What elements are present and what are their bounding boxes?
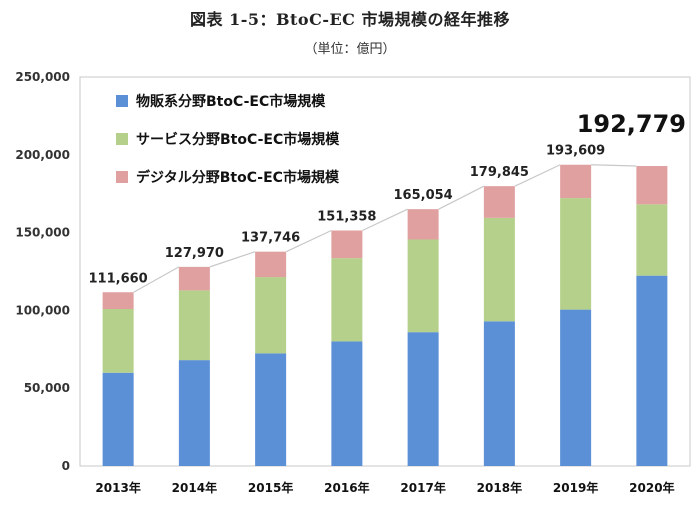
trend-connector-line: [133, 266, 180, 293]
bar-total-label: 151,358: [317, 209, 376, 224]
bar-segment: [178, 290, 210, 361]
bar-segment: [636, 204, 668, 276]
x-tick-label: 2015年: [248, 480, 293, 495]
bar-total-label: 179,845: [470, 165, 529, 180]
trend-connector-line: [591, 164, 637, 167]
bar-segment: [407, 239, 439, 333]
bar-segment: [178, 266, 210, 291]
legend-label: サービス分野BtoC-EC市場規模: [136, 131, 340, 148]
trend-connector-line: [362, 208, 408, 232]
x-tick-label: 2013年: [95, 480, 140, 495]
x-tick-label: 2016年: [324, 480, 369, 495]
trend-connector-line: [285, 229, 332, 253]
bar-segment: [636, 275, 668, 466]
y-tick-label: 150,000: [15, 226, 70, 240]
bar-segment: [102, 292, 134, 309]
y-tick-label: 0: [62, 459, 70, 473]
bar-segment: [560, 164, 592, 199]
plot-area-border: [79, 76, 691, 467]
bar-segment: [102, 308, 134, 373]
bar-segment: [483, 186, 515, 218]
y-tick-label: 100,000: [15, 303, 70, 317]
chart-subtitle: （単位：億円）: [304, 42, 396, 57]
highlight-total-label: 192,779: [577, 110, 686, 138]
bar-segment: [331, 258, 363, 342]
y-tick-label: 250,000: [15, 70, 70, 84]
bar-segment: [331, 341, 363, 466]
bar-segment: [178, 360, 210, 466]
bar-segment: [331, 230, 363, 259]
x-tick-label: 2019年: [553, 480, 598, 495]
bar-segment: [407, 332, 439, 466]
x-tick-label: 2020年: [629, 480, 674, 495]
legend-swatch: [116, 95, 128, 107]
x-tick-label: 2014年: [172, 480, 217, 495]
x-tick-label: 2018年: [477, 480, 522, 495]
chart-title: 図表 1-5：BtoC-EC 市場規模の経年推移: [190, 10, 510, 29]
bar-segment: [407, 209, 439, 240]
y-tick-label: 200,000: [15, 148, 70, 162]
legend-swatch: [116, 171, 128, 183]
x-tick-label: 2017年: [400, 480, 445, 495]
bar-segment: [483, 217, 515, 322]
bar-segment: [255, 277, 287, 354]
bar-segment: [255, 251, 287, 278]
bar-total-label: 137,746: [241, 231, 300, 246]
legend-swatch: [116, 133, 128, 145]
trend-connector-line: [209, 251, 256, 268]
legend-label: デジタル分野BtoC-EC市場規模: [136, 169, 340, 186]
trend-connector-line: [438, 185, 485, 210]
bar-segment: [102, 372, 134, 466]
legend-label: 物販系分野BtoC-EC市場規模: [136, 93, 326, 110]
bar-segment: [483, 321, 515, 466]
bar-total-label: 127,970: [165, 246, 224, 261]
bar-total-label: 193,609: [546, 144, 605, 159]
y-tick-label: 50,000: [24, 381, 70, 395]
bar-segment: [255, 353, 287, 466]
trend-connector-line: [514, 164, 561, 187]
bar-total-label: 111,660: [89, 271, 148, 286]
bar-total-label: 165,054: [394, 188, 453, 203]
bar-segment: [636, 166, 668, 205]
bar-segment: [560, 198, 592, 310]
bar-segment: [560, 309, 592, 466]
